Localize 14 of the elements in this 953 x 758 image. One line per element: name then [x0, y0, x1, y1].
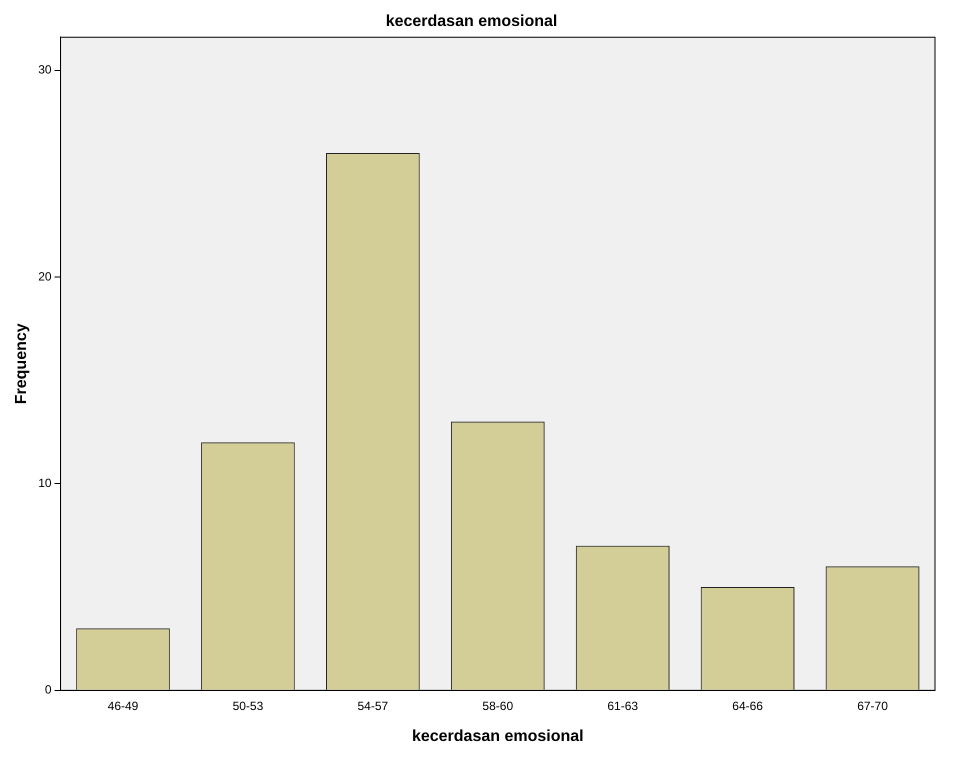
y-tick-label: 20 [38, 269, 52, 284]
x-tick-label: 46-49 [108, 698, 139, 713]
y-axis-title: Frequency [13, 323, 30, 404]
x-tick-label: 67-70 [857, 698, 888, 713]
y-tick-label: 0 [44, 682, 52, 697]
x-tick-label: 54-57 [358, 698, 389, 713]
x-tick-label: 64-66 [732, 698, 764, 713]
y-tick-label: 30 [38, 62, 52, 77]
x-axis-title: kecerdasan emosional [412, 728, 584, 745]
x-tick-label: 58-60 [482, 698, 514, 713]
x-tick-label: 50-53 [232, 698, 264, 713]
chart-title: kecerdasan emosional [386, 13, 558, 30]
x-tick-label: 61-63 [607, 698, 638, 713]
y-tick-label: 10 [38, 476, 52, 490]
